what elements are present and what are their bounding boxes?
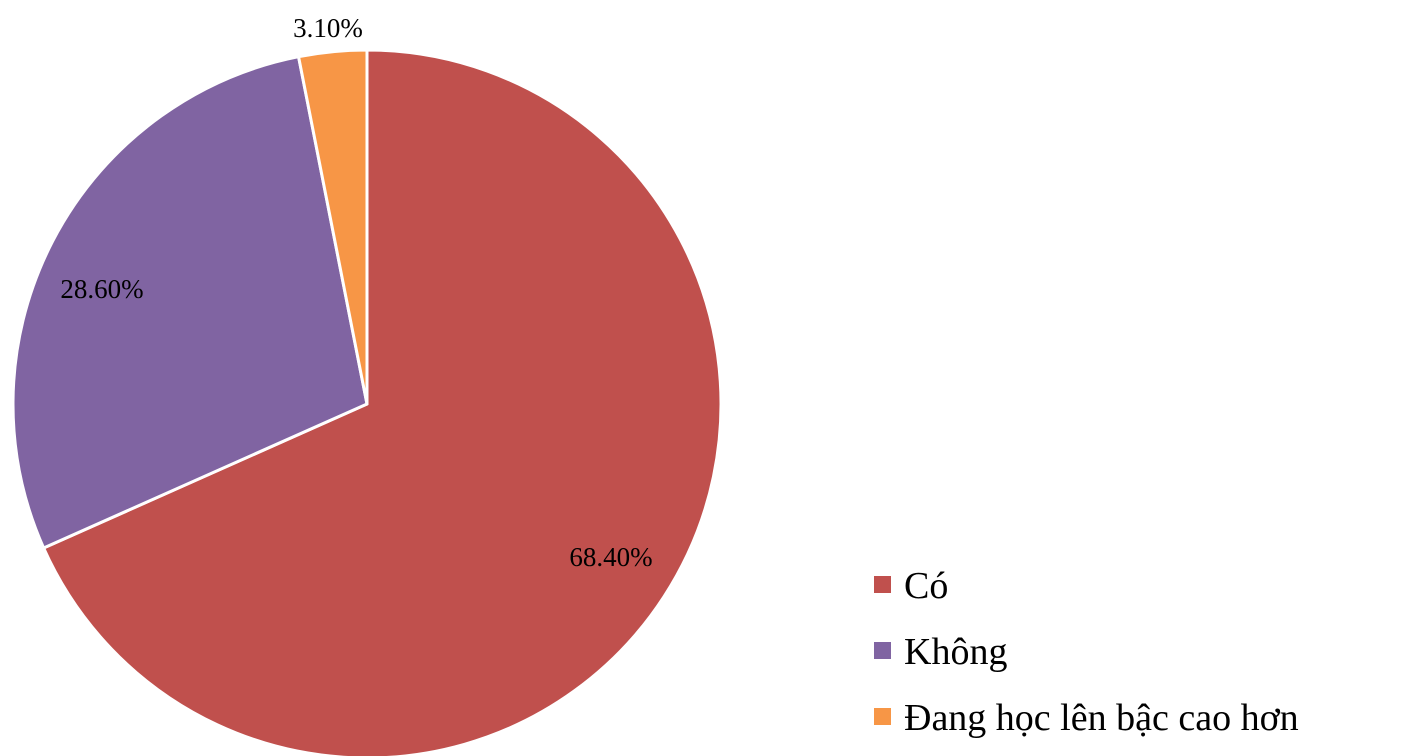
legend-swatch-khong [874, 642, 891, 659]
pie-data-labels: 68.40% 28.60% 3.10% [60, 13, 652, 572]
legend-item-co: Có [874, 565, 948, 607]
data-label-khong: 28.60% [60, 274, 143, 304]
legend-label-khong: Không [904, 631, 1007, 673]
legend-swatch-co [874, 576, 891, 593]
legend-item-dang-hoc: Đang học lên bậc cao hơn [874, 697, 1299, 739]
legend-swatch-dang-hoc [874, 708, 891, 725]
legend-label-dang-hoc: Đang học lên bậc cao hơn [904, 697, 1299, 739]
pie-slices [11, 48, 723, 756]
legend-item-khong: Không [874, 631, 1007, 673]
pie-slice-co [42, 48, 723, 756]
legend: Có Không Đang học lên bậc cao hơn [874, 565, 1299, 739]
data-label-co: 68.40% [569, 542, 652, 572]
pie-slice-dang-hoc [297, 48, 369, 406]
data-label-dang-hoc: 3.10% [293, 13, 363, 43]
legend-label-co: Có [904, 565, 948, 607]
pie-slice-khong [11, 55, 369, 550]
